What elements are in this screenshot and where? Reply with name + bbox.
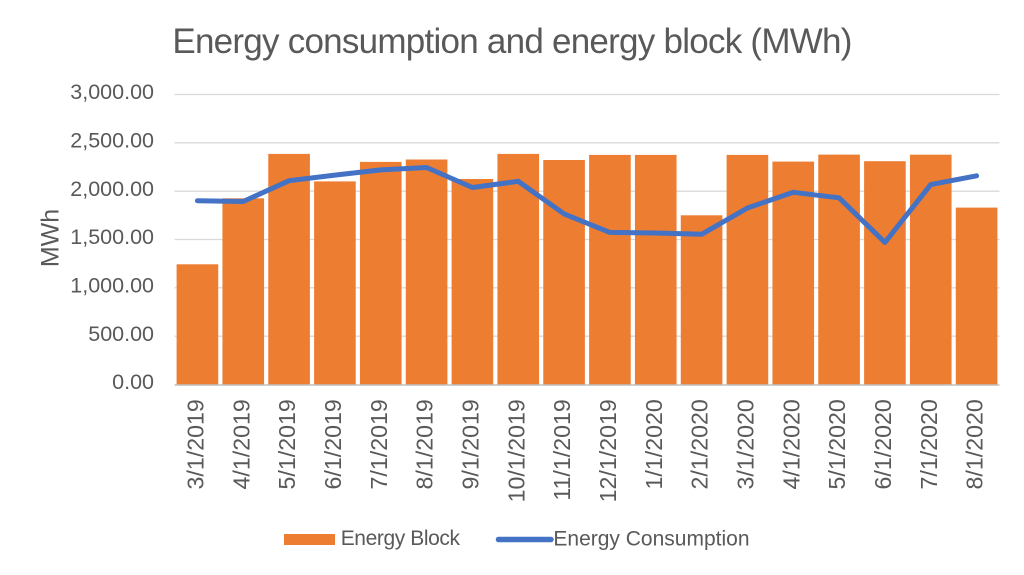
svg-text:4/1/2020: 4/1/2020: [778, 399, 804, 489]
svg-text:2,500.00: 2,500.00: [70, 129, 154, 153]
svg-text:4/1/2019: 4/1/2019: [228, 399, 254, 489]
svg-text:2,000.00: 2,000.00: [70, 177, 154, 201]
svg-text:1,000.00: 1,000.00: [70, 274, 154, 298]
svg-text:Energy Block: Energy Block: [341, 527, 461, 550]
svg-text:1/1/2020: 1/1/2020: [641, 399, 667, 489]
svg-text:2/1/2020: 2/1/2020: [687, 399, 713, 489]
svg-text:6/1/2019: 6/1/2019: [320, 399, 346, 489]
svg-text:3,000.00: 3,000.00: [70, 80, 154, 104]
svg-text:5/1/2019: 5/1/2019: [274, 399, 300, 489]
svg-text:9/1/2019: 9/1/2019: [457, 399, 483, 489]
svg-text:500.00: 500.00: [88, 322, 154, 346]
svg-text:12/1/2019: 12/1/2019: [595, 399, 621, 502]
svg-text:Energy consumption and energy: Energy consumption and energy block (MWh…: [172, 22, 851, 61]
svg-text:7/1/2020: 7/1/2020: [916, 399, 942, 489]
svg-text:5/1/2020: 5/1/2020: [824, 399, 850, 489]
svg-text:7/1/2019: 7/1/2019: [366, 399, 392, 489]
svg-text:0.00: 0.00: [112, 370, 154, 394]
svg-text:3/1/2020: 3/1/2020: [732, 399, 758, 489]
svg-text:1,500.00: 1,500.00: [70, 225, 154, 249]
svg-text:8/1/2020: 8/1/2020: [962, 399, 988, 489]
svg-text:11/1/2019: 11/1/2019: [549, 399, 575, 500]
svg-text:10/1/2019: 10/1/2019: [503, 399, 529, 502]
svg-text:Energy Consumption: Energy Consumption: [553, 527, 749, 550]
svg-text:6/1/2020: 6/1/2020: [870, 399, 896, 489]
svg-text:MWh: MWh: [36, 209, 64, 267]
svg-text:8/1/2019: 8/1/2019: [412, 399, 438, 489]
svg-text:3/1/2019: 3/1/2019: [182, 399, 208, 489]
